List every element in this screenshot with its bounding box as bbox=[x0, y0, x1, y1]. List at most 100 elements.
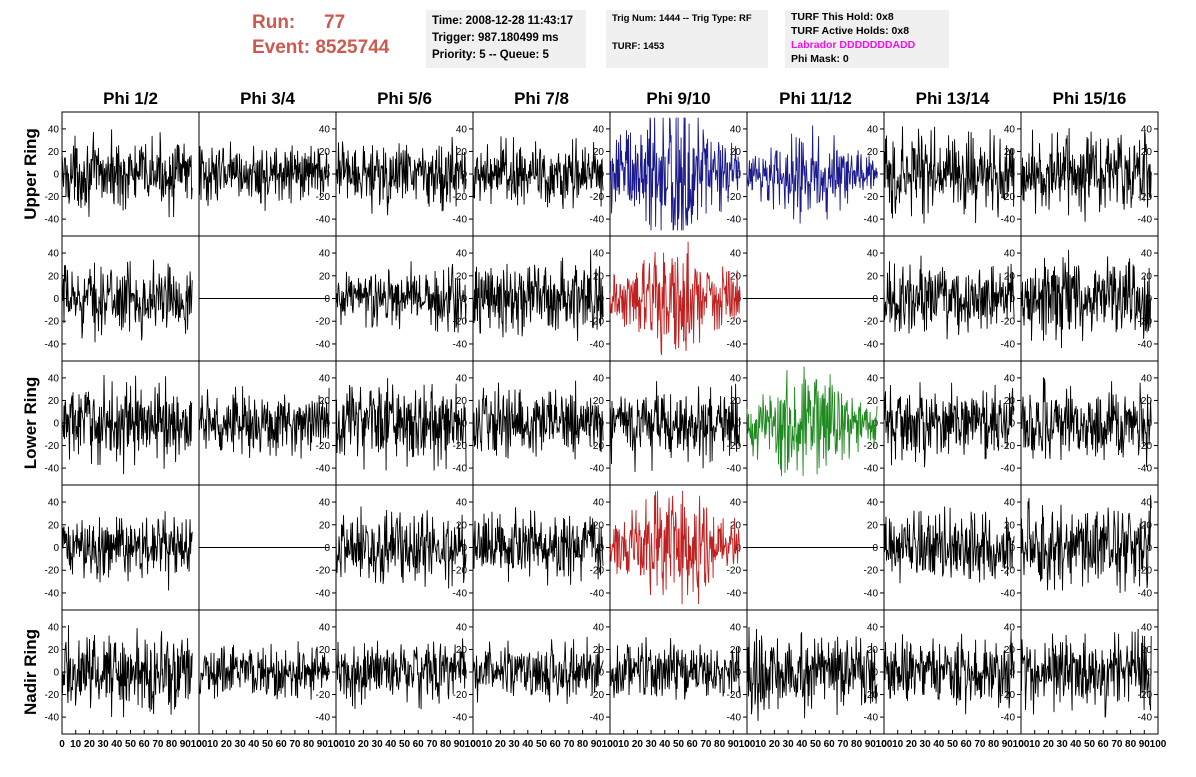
y-tick-label: 40 bbox=[1141, 124, 1153, 135]
run-row: Run: 77 bbox=[252, 10, 389, 35]
x-tick-label: 30 bbox=[1057, 739, 1069, 750]
y-tick-label: -40 bbox=[864, 339, 879, 350]
y-tick-label: -40 bbox=[1138, 339, 1153, 350]
x-tick-label: 0 bbox=[744, 739, 750, 750]
waveform-trace bbox=[472, 380, 604, 460]
turf-active-line: TURF Active Holds: 0x8 bbox=[791, 25, 910, 37]
y-tick-label: 20 bbox=[1141, 520, 1153, 531]
y-tick-label: -40 bbox=[45, 464, 60, 475]
y-tick-label: 20 bbox=[48, 520, 60, 531]
x-tick-label: 30 bbox=[646, 739, 658, 750]
y-tick-label: -20 bbox=[590, 690, 605, 701]
event-label: Event: bbox=[252, 37, 311, 58]
x-tick-label: 50 bbox=[810, 739, 822, 750]
x-tick-label: 20 bbox=[769, 739, 781, 750]
y-tick-label: 40 bbox=[1004, 124, 1016, 135]
y-tick-label: 20 bbox=[456, 645, 468, 656]
y-tick-label: 0 bbox=[735, 419, 741, 430]
x-tick-label: 30 bbox=[509, 739, 521, 750]
y-tick-label: -40 bbox=[864, 713, 879, 724]
event-value: 8525744 bbox=[315, 37, 390, 58]
y-tick-label: -20 bbox=[727, 192, 742, 203]
x-tick-label: 100 bbox=[602, 739, 619, 750]
x-tick-label: 30 bbox=[783, 739, 795, 750]
x-tick-label: 20 bbox=[906, 739, 918, 750]
row-title: Upper Ring bbox=[21, 128, 40, 220]
y-tick-label: 0 bbox=[1009, 294, 1015, 305]
y-tick-label: 20 bbox=[730, 520, 742, 531]
x-tick-label: 90 bbox=[1139, 739, 1151, 750]
waveform-trace bbox=[472, 507, 604, 586]
y-tick-label: 40 bbox=[1141, 622, 1153, 633]
event-row: Event: 8525744 bbox=[252, 35, 389, 60]
x-tick-label: 80 bbox=[303, 739, 315, 750]
x-tick-label: 30 bbox=[235, 739, 247, 750]
labrador-line: Labrador DDDDDDDADD bbox=[791, 39, 916, 51]
x-tick-label: 10 bbox=[755, 739, 767, 750]
y-tick-label: -40 bbox=[1138, 588, 1153, 599]
x-tick-label: 70 bbox=[289, 739, 301, 750]
waveform-trace bbox=[609, 637, 741, 700]
y-tick-label: 40 bbox=[867, 249, 879, 260]
x-tick-label: 20 bbox=[221, 739, 233, 750]
x-tick-label: 0 bbox=[1018, 739, 1024, 750]
y-tick-label: 0 bbox=[1009, 668, 1015, 679]
y-tick-label: 0 bbox=[324, 294, 330, 305]
y-tick-label: 0 bbox=[872, 543, 878, 554]
y-tick-label: -20 bbox=[45, 690, 60, 701]
y-tick-label: 40 bbox=[319, 498, 331, 509]
column-title: Phi 5/6 bbox=[377, 89, 432, 108]
x-tick-label: 10 bbox=[344, 739, 356, 750]
y-tick-label: 40 bbox=[593, 249, 605, 260]
y-tick-label: 0 bbox=[53, 419, 59, 430]
x-tick-label: 100 bbox=[876, 739, 893, 750]
y-tick-label: 0 bbox=[598, 543, 604, 554]
y-tick-label: -20 bbox=[1138, 192, 1153, 203]
x-tick-label: 90 bbox=[317, 739, 329, 750]
y-tick-label: 0 bbox=[53, 170, 59, 181]
y-tick-label: -20 bbox=[864, 317, 879, 328]
waveform-trace bbox=[609, 117, 741, 231]
y-tick-label: -40 bbox=[864, 588, 879, 599]
y-tick-label: 20 bbox=[456, 147, 468, 158]
x-tick-label: 10 bbox=[892, 739, 904, 750]
x-tick-label: 80 bbox=[440, 739, 452, 750]
waveform-trace bbox=[198, 141, 330, 212]
y-tick-label: -20 bbox=[316, 441, 331, 452]
y-tick-label: 20 bbox=[1004, 520, 1016, 531]
y-tick-label: 40 bbox=[730, 373, 742, 384]
y-tick-label: -20 bbox=[1001, 690, 1016, 701]
y-tick-label: -20 bbox=[1001, 192, 1016, 203]
x-tick-label: 90 bbox=[591, 739, 603, 750]
x-tick-label: 100 bbox=[191, 739, 208, 750]
y-tick-label: -40 bbox=[316, 215, 331, 226]
y-tick-label: -20 bbox=[453, 690, 468, 701]
x-tick-label: 60 bbox=[276, 739, 288, 750]
y-tick-label: -40 bbox=[590, 215, 605, 226]
waveform-trace bbox=[61, 511, 193, 591]
y-tick-label: -20 bbox=[590, 566, 605, 577]
x-tick-label: 100 bbox=[1150, 739, 1167, 750]
time-line: Time: 2008-12-28 11:43:17 bbox=[432, 15, 574, 27]
y-tick-label: -20 bbox=[590, 192, 605, 203]
trigger-info-pane: Trig Num: 1444 -- Trig Type: RF TURF: 14… bbox=[606, 10, 768, 68]
y-tick-label: -40 bbox=[45, 713, 60, 724]
y-tick-label: -40 bbox=[727, 464, 742, 475]
trigger-line: Trigger: 987.180499 ms bbox=[432, 32, 559, 44]
x-tick-label: 30 bbox=[372, 739, 384, 750]
y-tick-label: -20 bbox=[1138, 317, 1153, 328]
waveform-trace bbox=[61, 259, 193, 343]
x-tick-label: 10 bbox=[481, 739, 493, 750]
column-title: Phi 3/4 bbox=[240, 89, 295, 108]
x-tick-label: 80 bbox=[988, 739, 1000, 750]
